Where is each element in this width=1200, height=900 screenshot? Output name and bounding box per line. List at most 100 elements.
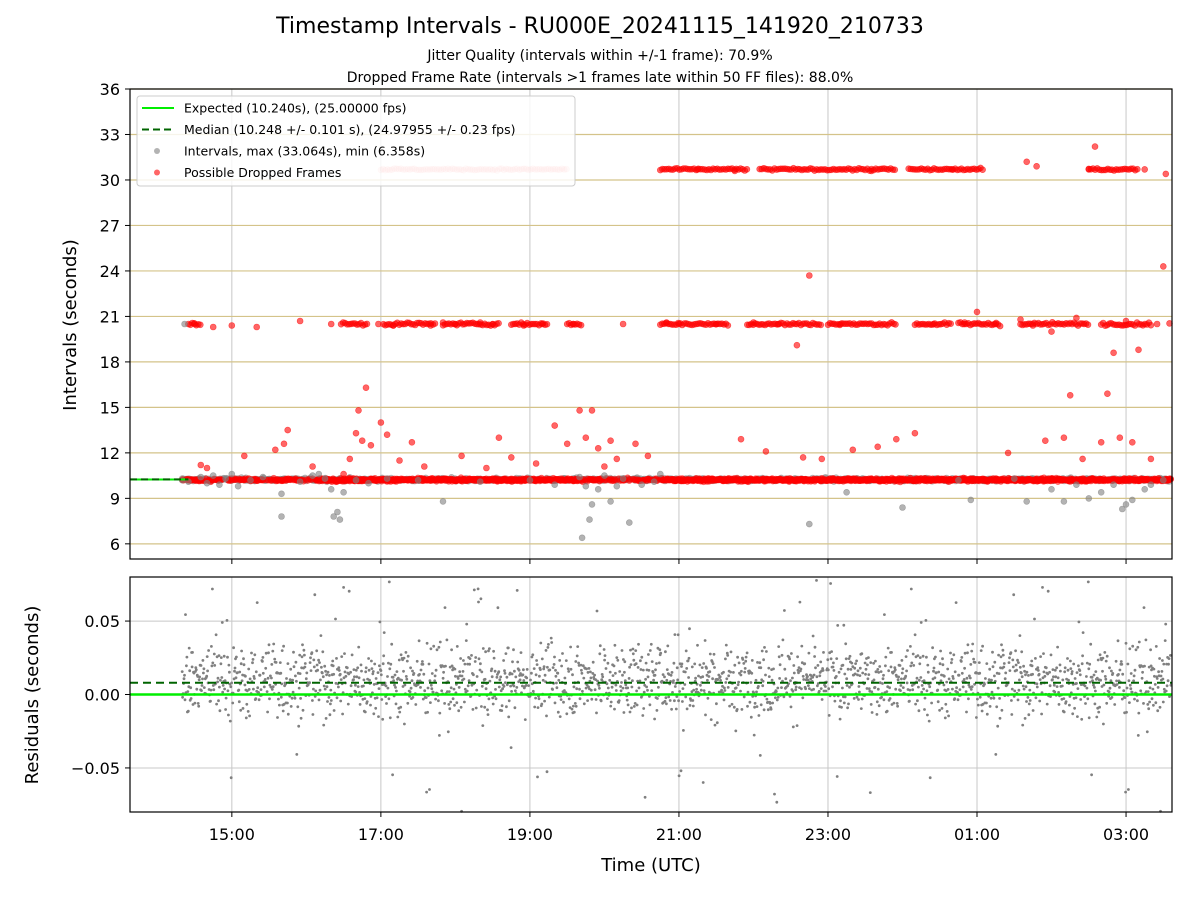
interval-point xyxy=(607,498,614,505)
residual-point xyxy=(773,792,776,796)
residual-point xyxy=(303,653,306,657)
residual-point xyxy=(294,674,297,678)
dropped-frame-point xyxy=(1004,449,1012,457)
residual-point xyxy=(648,649,652,652)
residual-point xyxy=(334,617,337,621)
residual-point xyxy=(807,684,810,687)
residual-point xyxy=(604,667,608,670)
residual-point xyxy=(183,673,186,677)
residual-point xyxy=(801,696,805,700)
residual-point xyxy=(202,671,205,675)
residual-point xyxy=(781,638,785,642)
dropped-frame-point xyxy=(327,320,335,328)
dropped-frame-point xyxy=(1160,263,1167,270)
residual-point xyxy=(720,688,723,692)
residual-point xyxy=(479,662,482,666)
residual-point xyxy=(354,690,358,694)
dropped-frame-point xyxy=(731,167,739,175)
residual-point xyxy=(880,695,883,699)
residual-point xyxy=(963,666,966,670)
residual-point xyxy=(328,674,331,677)
residual-point xyxy=(736,655,739,659)
residual-point xyxy=(492,656,496,660)
residual-point xyxy=(375,696,379,700)
residual-point xyxy=(308,681,311,685)
residual-point xyxy=(230,681,234,685)
residual-point xyxy=(460,674,464,678)
residual-point xyxy=(724,681,728,684)
dropped-frame-point xyxy=(793,341,801,349)
residual-point xyxy=(806,675,809,678)
interval-point xyxy=(619,475,627,482)
residual-point xyxy=(978,671,982,675)
residual-point xyxy=(322,684,326,688)
residual-point xyxy=(835,775,839,778)
residual-point xyxy=(728,704,731,708)
residual-point xyxy=(539,668,542,671)
residual-point xyxy=(378,664,381,668)
residual-point xyxy=(971,642,975,646)
residual-point xyxy=(693,662,697,666)
residual-point xyxy=(513,669,516,673)
residual-point xyxy=(247,688,251,691)
residual-point xyxy=(207,649,211,652)
residual-point xyxy=(324,717,328,720)
residual-point xyxy=(819,687,823,690)
residual-point xyxy=(827,687,831,691)
residual-point xyxy=(844,657,848,661)
residual-point xyxy=(776,686,780,690)
residual-point xyxy=(928,776,932,780)
residual-point xyxy=(841,686,844,690)
residual-point xyxy=(300,655,304,659)
residual-point xyxy=(402,669,405,673)
intervals-ytick-label: 36 xyxy=(100,80,120,99)
residual-point xyxy=(288,678,292,682)
residual-point xyxy=(608,670,612,674)
residual-point xyxy=(642,707,646,710)
residual-point xyxy=(908,688,912,692)
residual-point xyxy=(516,660,520,664)
interval-point xyxy=(181,320,188,328)
dropped-frame-point xyxy=(363,320,371,328)
residual-point xyxy=(775,800,779,804)
residual-point xyxy=(561,652,564,655)
residual-point xyxy=(946,667,950,671)
residual-point xyxy=(374,706,378,710)
interval-point xyxy=(1023,498,1030,505)
residual-point xyxy=(962,678,966,681)
residual-point xyxy=(515,589,519,592)
residual-point xyxy=(183,698,187,702)
residual-point xyxy=(606,661,610,665)
residual-point xyxy=(497,685,501,689)
residual-point xyxy=(438,734,441,737)
dropped-frame-point xyxy=(362,384,370,392)
residual-point xyxy=(629,648,632,652)
residual-point xyxy=(486,713,490,716)
x-tick-label: 15:00 xyxy=(209,825,255,844)
residual-point xyxy=(329,702,332,706)
residual-point xyxy=(350,653,354,657)
residual-point xyxy=(501,687,504,691)
residual-point xyxy=(428,679,432,683)
interval-point xyxy=(315,470,323,478)
residual-point xyxy=(550,641,554,644)
residual-point xyxy=(295,753,299,756)
residual-point xyxy=(532,667,536,670)
residual-point xyxy=(719,679,722,682)
jitter-quality-subtitle: Jitter Quality (intervals within +/-1 fr… xyxy=(427,48,773,64)
residual-point xyxy=(649,642,653,646)
residual-point xyxy=(985,662,989,665)
residual-point xyxy=(783,667,787,671)
residual-point xyxy=(317,658,320,662)
residual-point xyxy=(909,645,912,648)
residual-point xyxy=(703,639,707,642)
residual-point xyxy=(332,672,336,676)
residual-point xyxy=(221,690,225,694)
residual-point xyxy=(614,683,618,687)
residual-point xyxy=(480,705,483,708)
residual-point xyxy=(657,685,660,689)
residual-point xyxy=(309,669,313,672)
residual-point xyxy=(949,651,952,655)
residual-point xyxy=(477,600,480,604)
residual-point xyxy=(759,703,763,707)
